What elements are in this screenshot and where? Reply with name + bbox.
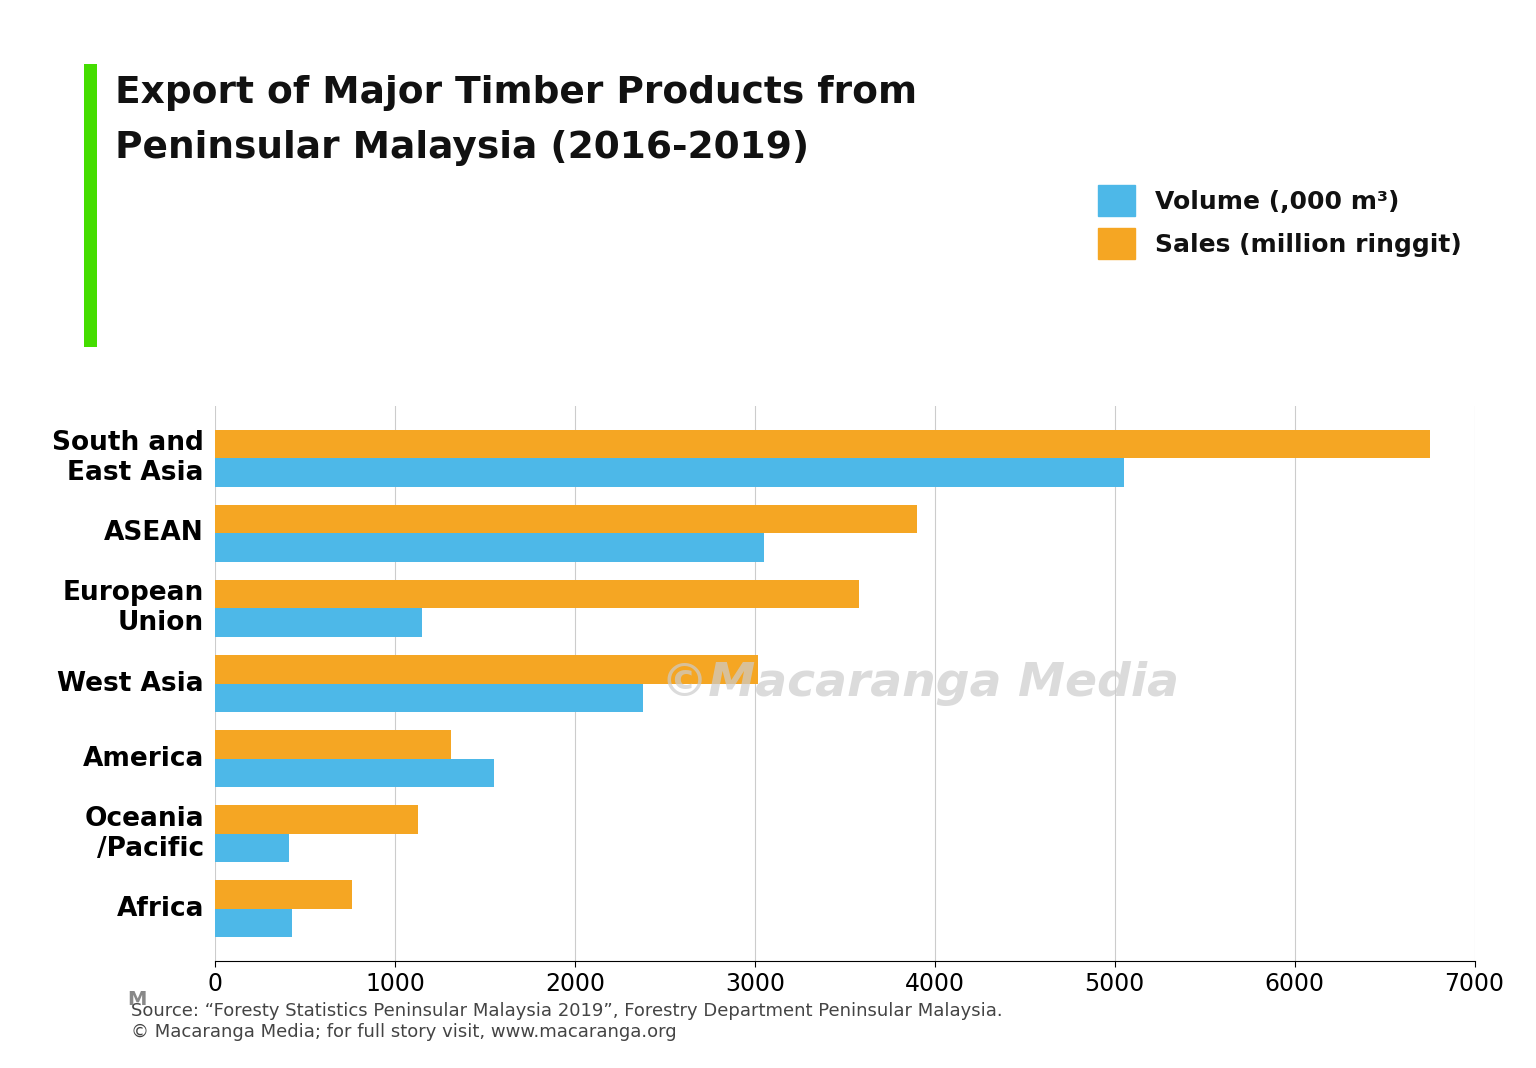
Bar [215,758,495,787]
Bar [215,731,450,758]
Text: Source: “Foresty Statistics Peninsular Malaysia 2019”, Forestry Department Penin: Source: “Foresty Statistics Peninsular M… [131,1003,1001,1041]
Bar [215,805,418,834]
Bar [215,429,1430,458]
Bar [215,909,292,938]
Bar [215,533,763,562]
Legend: Volume (,000 m³), Sales (million ringgit): Volume (,000 m³), Sales (million ringgit… [1098,185,1462,258]
Bar [215,458,1124,487]
Bar [215,580,859,609]
Bar [215,505,917,533]
Bar [215,609,422,637]
Text: M: M [127,990,147,1009]
Text: Export of Major Timber Products from: Export of Major Timber Products from [115,75,917,111]
Bar [215,880,352,909]
Bar [215,655,759,684]
Bar [215,684,644,712]
Text: Peninsular Malaysia (2016-2019): Peninsular Malaysia (2016-2019) [115,130,809,167]
Text: ©Macaranga Media: ©Macaranga Media [662,661,1180,706]
Bar [215,834,289,862]
